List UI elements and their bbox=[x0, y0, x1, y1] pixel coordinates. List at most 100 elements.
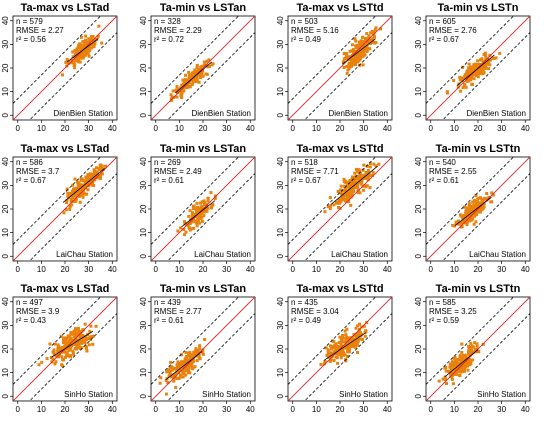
upper-bound-line bbox=[425, 297, 514, 386]
data-point bbox=[356, 53, 360, 57]
data-point bbox=[171, 379, 175, 383]
data-point bbox=[53, 362, 57, 366]
x-tick-label: 10 bbox=[37, 265, 46, 274]
data-point bbox=[83, 339, 87, 343]
data-point bbox=[53, 342, 57, 346]
data-point bbox=[73, 327, 77, 331]
station-label: LaiChau Station bbox=[331, 250, 388, 259]
data-point bbox=[357, 177, 361, 181]
data-point bbox=[473, 219, 477, 223]
data-point bbox=[466, 360, 470, 364]
data-point bbox=[52, 348, 56, 352]
x-tick-label: 10 bbox=[174, 405, 183, 414]
data-point bbox=[73, 192, 77, 196]
scatter-panel: Ta-max vs LSTad 0 10 20 30 40 0 10 20 30 40 n = 497… bbox=[1, 283, 118, 414]
data-point bbox=[353, 37, 357, 41]
data-point bbox=[87, 37, 91, 41]
data-point bbox=[358, 322, 362, 326]
data-point bbox=[183, 362, 187, 366]
x-tick-label: 0 bbox=[428, 265, 433, 274]
data-point bbox=[198, 357, 202, 361]
data-point bbox=[326, 348, 330, 352]
data-point bbox=[478, 210, 482, 214]
upper-bound-line bbox=[150, 15, 239, 104]
data-point bbox=[72, 199, 76, 203]
data-point bbox=[194, 348, 198, 352]
data-point bbox=[464, 364, 468, 368]
data-point bbox=[457, 75, 461, 79]
data-point bbox=[354, 39, 358, 43]
data-point bbox=[183, 230, 187, 234]
regression-line bbox=[180, 200, 215, 227]
data-point bbox=[339, 191, 343, 195]
data-point bbox=[73, 330, 77, 334]
y-tick-label: 0 bbox=[139, 253, 148, 258]
data-point bbox=[98, 176, 102, 180]
station-label: LaiChau Station bbox=[194, 250, 251, 259]
data-point bbox=[350, 43, 354, 47]
data-point bbox=[341, 188, 345, 192]
data-point bbox=[186, 70, 190, 74]
y-tick-label: 20 bbox=[414, 63, 423, 72]
stat-rmse: RMSE = 2.49 bbox=[154, 167, 202, 176]
data-point bbox=[332, 346, 336, 350]
stat-r2: r² = 0.43 bbox=[16, 316, 47, 325]
data-point bbox=[56, 350, 60, 354]
stat-n: n = 605 bbox=[429, 17, 456, 26]
data-point bbox=[361, 51, 365, 55]
data-point bbox=[90, 335, 94, 339]
data-point bbox=[453, 356, 457, 360]
data-point bbox=[472, 198, 476, 202]
data-point bbox=[447, 365, 451, 369]
regression-line bbox=[165, 351, 203, 381]
data-point bbox=[484, 191, 488, 195]
data-point bbox=[461, 76, 465, 80]
data-point bbox=[343, 198, 347, 202]
data-point bbox=[195, 359, 199, 363]
one-to-one-line bbox=[288, 156, 392, 261]
data-point bbox=[213, 196, 217, 200]
data-point bbox=[358, 337, 362, 341]
data-point bbox=[360, 179, 364, 183]
y-tick-label: 10 bbox=[1, 368, 10, 377]
data-point bbox=[64, 342, 68, 346]
station-label: DienBien Station bbox=[466, 109, 525, 118]
data-point bbox=[351, 175, 355, 179]
data-point bbox=[356, 335, 360, 339]
data-point bbox=[470, 68, 474, 72]
data-point bbox=[197, 80, 201, 84]
data-point bbox=[167, 374, 171, 378]
data-point bbox=[206, 206, 210, 210]
data-point bbox=[191, 351, 195, 355]
data-point bbox=[199, 74, 203, 78]
data-point bbox=[66, 191, 70, 195]
data-point bbox=[199, 215, 203, 219]
data-point bbox=[56, 347, 60, 351]
one-to-one-line bbox=[13, 156, 117, 261]
data-point bbox=[365, 164, 369, 168]
data-point bbox=[361, 35, 365, 39]
data-point bbox=[377, 162, 381, 166]
data-point bbox=[92, 174, 96, 178]
x-tick-label: 20 bbox=[61, 265, 70, 274]
data-point bbox=[84, 44, 88, 48]
data-point bbox=[187, 225, 191, 229]
data-point bbox=[184, 86, 188, 90]
data-point bbox=[166, 368, 170, 372]
data-point bbox=[346, 181, 350, 185]
x-tick-label: 0 bbox=[16, 265, 21, 274]
data-point bbox=[173, 89, 177, 93]
data-point bbox=[86, 187, 90, 191]
data-point bbox=[333, 343, 337, 347]
data-point bbox=[189, 357, 193, 361]
data-point bbox=[476, 71, 480, 75]
x-tick-label: 40 bbox=[245, 405, 254, 414]
data-point bbox=[357, 59, 361, 63]
data-point bbox=[353, 180, 357, 184]
data-point bbox=[370, 173, 374, 177]
data-point bbox=[81, 328, 85, 332]
data-point bbox=[373, 35, 377, 39]
data-point bbox=[177, 369, 181, 373]
regression-line bbox=[323, 332, 366, 362]
data-point bbox=[485, 57, 489, 61]
